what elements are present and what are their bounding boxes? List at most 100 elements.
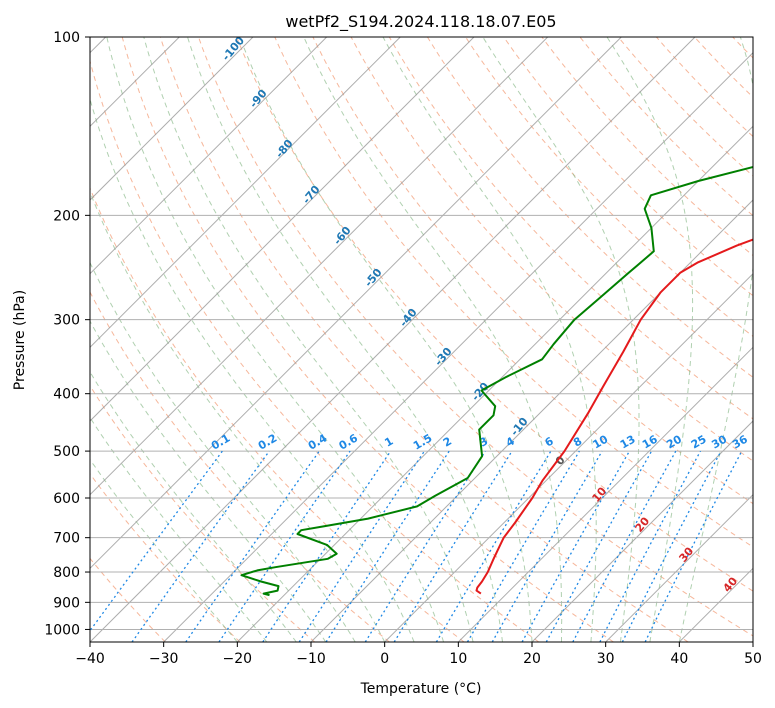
mixing-ratio-label: 0.1 bbox=[209, 432, 232, 453]
mixing-ratio-label: 0.2 bbox=[256, 432, 279, 453]
dry-adiabat bbox=[198, 37, 753, 637]
dry-adiabat-label: -70 bbox=[300, 183, 323, 207]
mixing-ratio-line bbox=[521, 450, 631, 642]
moist-adiabat bbox=[90, 416, 268, 642]
x-tick-label: 0 bbox=[380, 651, 389, 667]
dry-adiabat bbox=[121, 37, 614, 642]
dry-adiabat bbox=[771, 37, 775, 642]
plot-frame bbox=[89, 36, 754, 643]
y-tick-label: 1000 bbox=[44, 622, 80, 638]
moist-adiabat bbox=[90, 261, 356, 642]
isotherm bbox=[605, 493, 753, 642]
isotherm bbox=[90, 37, 475, 422]
mixing-ratio-line bbox=[298, 450, 425, 642]
mixing-ratio-label: 13 bbox=[618, 433, 638, 452]
dry-adiabat-label: -50 bbox=[362, 266, 385, 290]
dry-adiabat bbox=[350, 37, 753, 462]
x-tick-label: 50 bbox=[744, 651, 762, 667]
y-tick-label: 700 bbox=[53, 531, 80, 547]
mixing-ratio-line bbox=[572, 450, 677, 642]
dry-adiabat bbox=[656, 37, 753, 138]
isotherm bbox=[752, 641, 753, 642]
dry-adiabat bbox=[274, 37, 753, 548]
mixing-ratio-label: 0.4 bbox=[306, 431, 330, 452]
mixing-ratio-line bbox=[325, 450, 450, 642]
x-tick-label: −40 bbox=[75, 651, 105, 667]
mixing-ratio-line bbox=[185, 450, 320, 642]
x-tick-label: 40 bbox=[670, 651, 688, 667]
dry-adiabat bbox=[90, 186, 465, 642]
x-tick-label: 20 bbox=[523, 651, 541, 667]
dry-adiabat-label: -10 bbox=[508, 415, 531, 439]
dry-adiabat-label: 20 bbox=[632, 514, 652, 534]
dry-adiabat bbox=[503, 37, 753, 297]
dry-adiabat-label: -60 bbox=[331, 224, 354, 248]
dry-adiabat bbox=[236, 37, 753, 592]
isotherm bbox=[236, 125, 753, 642]
dry-adiabat-label: 40 bbox=[720, 574, 740, 594]
mixing-ratio-label: 20 bbox=[664, 432, 684, 451]
isotherm bbox=[457, 346, 753, 642]
isotherm bbox=[90, 37, 254, 201]
x-axis-title: Temperature (°C) bbox=[360, 681, 482, 697]
dry-adiabat-label: -80 bbox=[273, 137, 296, 161]
isotherm bbox=[90, 37, 549, 496]
mixing-ratio-line bbox=[364, 450, 486, 642]
mixing-ratio-label: 6 bbox=[543, 434, 556, 449]
isotherm bbox=[384, 272, 753, 642]
dry-adiabat bbox=[90, 59, 540, 642]
dry-adiabat bbox=[694, 37, 753, 98]
background-lines bbox=[90, 37, 775, 642]
mixing-ratio-line bbox=[393, 450, 513, 642]
dry-adiabat-label: 30 bbox=[676, 544, 696, 564]
y-tick-label: 300 bbox=[53, 313, 80, 329]
isotherm bbox=[163, 51, 753, 642]
dry-adiabat bbox=[732, 37, 753, 59]
moist-adiabat bbox=[106, 37, 445, 642]
mixing-ratio-label: 30 bbox=[709, 432, 729, 451]
mixing-ratio-line bbox=[491, 450, 603, 642]
isotherm bbox=[90, 37, 328, 275]
dry-adiabat bbox=[465, 37, 753, 337]
tick-layer: −40 −30 −20 −10 0 10 20 30 40 5010020030040050060… bbox=[44, 30, 762, 667]
dry-adiabat bbox=[426, 37, 753, 378]
x-tick-label: 30 bbox=[597, 651, 615, 667]
mixing-ratio-label: 1.5 bbox=[411, 432, 434, 453]
x-tick-label: −30 bbox=[149, 651, 179, 667]
dry-adiabat-label: -30 bbox=[432, 345, 455, 369]
mixing-ratio-line bbox=[599, 450, 702, 642]
isotherm bbox=[90, 37, 696, 642]
mixing-ratio-label: 1 bbox=[382, 435, 395, 450]
moist-adiabat bbox=[606, 37, 694, 642]
chart-title: wetPf2_S194.2024.118.18.07.E05 bbox=[285, 12, 556, 32]
mixing-ratio-label: 25 bbox=[689, 433, 709, 452]
mixing-ratio-line bbox=[644, 450, 743, 642]
dry-adiabat bbox=[312, 37, 753, 505]
mixing-ratio-label: 36 bbox=[730, 432, 750, 451]
dry-adiabat-label: -90 bbox=[247, 87, 270, 111]
mixing-ratio-line bbox=[218, 450, 351, 642]
dry-adiabat bbox=[90, 384, 316, 642]
y-tick-label: 400 bbox=[53, 387, 80, 403]
mixing-ratio-line bbox=[90, 450, 223, 632]
dry-adiabat bbox=[159, 37, 689, 642]
dewpoint-profile bbox=[240, 165, 753, 597]
y-tick-label: 100 bbox=[53, 30, 80, 46]
isotherm bbox=[531, 420, 753, 642]
dry-adiabat-label: 10 bbox=[589, 484, 609, 504]
moist-adiabat bbox=[143, 37, 474, 642]
moist-adiabat bbox=[239, 37, 533, 642]
dry-adiabat bbox=[90, 291, 390, 642]
mixing-ratio-line bbox=[131, 450, 270, 642]
series-layer bbox=[240, 165, 753, 597]
mixing-ratio-line bbox=[466, 450, 580, 642]
dry-adiabat bbox=[388, 37, 753, 420]
moist-adiabat bbox=[382, 37, 597, 642]
y-tick-label: 500 bbox=[53, 444, 80, 460]
mixing-ratio-label: 10 bbox=[591, 432, 611, 451]
temperature-profile bbox=[475, 238, 753, 595]
y-tick-label: 600 bbox=[53, 491, 80, 507]
isotherm bbox=[90, 37, 622, 570]
moist-adiabat bbox=[90, 190, 386, 642]
